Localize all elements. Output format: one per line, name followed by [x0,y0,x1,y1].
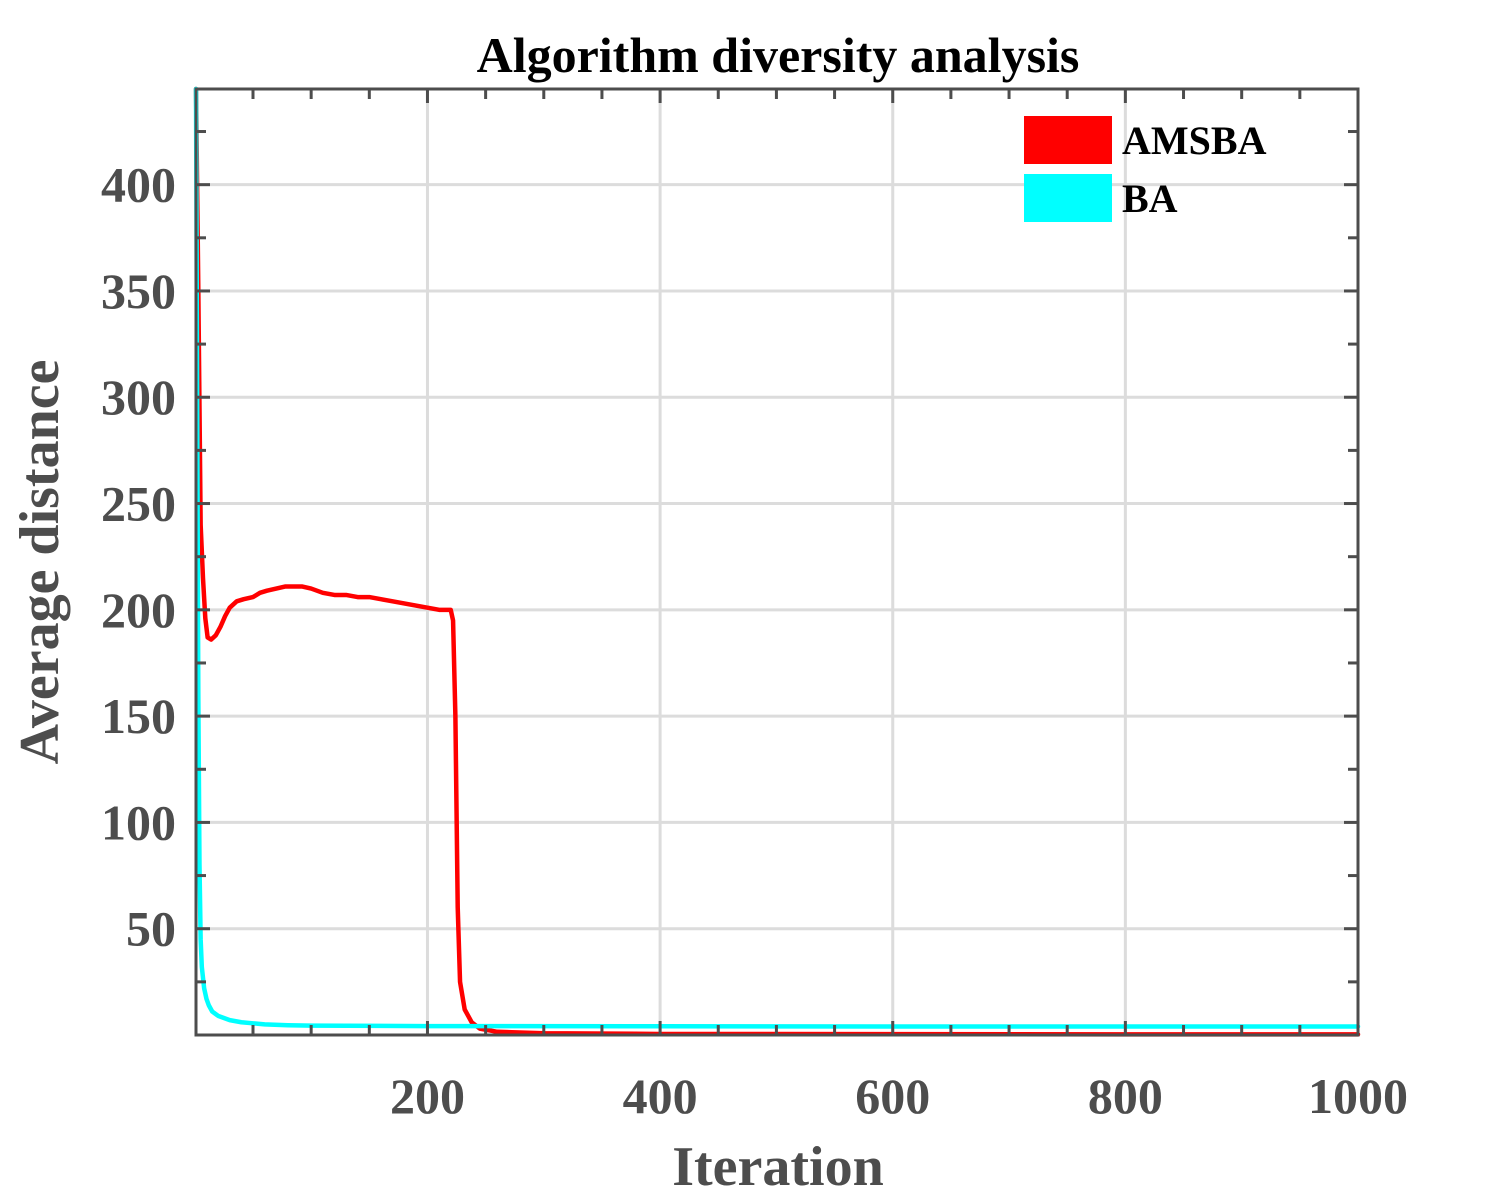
y-tick-label: 50 [126,901,176,957]
y-tick-label: 150 [101,688,176,744]
tick-label-layer: 200 400 600 800 1000 50 100 150 200 250 300 350 400 [101,157,1408,1124]
legend-swatch-ba [1024,174,1112,222]
grid-layer [196,89,1360,1035]
x-tick-label: 600 [855,1068,930,1124]
x-tick-label: 1000 [1308,1068,1408,1124]
y-axis-title: Average distance [9,360,71,765]
y-tick-label: 400 [101,157,176,213]
series-line-amsba [193,86,1361,1037]
series-line-ba [193,86,1361,1029]
legend-label-ba: BA [1122,176,1178,221]
chart-title: Algorithm diversity analysis [477,27,1080,83]
axes-layer [194,87,1360,1037]
legend-swatch-amsba [1024,116,1112,164]
legend-label-amsba: AMSBA [1122,118,1267,163]
legend: AMSBA BA [1024,116,1267,222]
y-tick-label: 250 [101,476,176,532]
y-tick-label: 300 [101,369,176,425]
x-axis-title: Iteration [672,1136,884,1198]
y-tick-label: 200 [101,582,176,638]
y-tick-label: 100 [101,794,176,850]
x-tick-label: 200 [390,1068,465,1124]
x-tick-label: 800 [1088,1068,1163,1124]
series-layer [193,86,1361,1037]
y-tick-label: 350 [101,263,176,319]
x-tick-label: 400 [623,1068,698,1124]
